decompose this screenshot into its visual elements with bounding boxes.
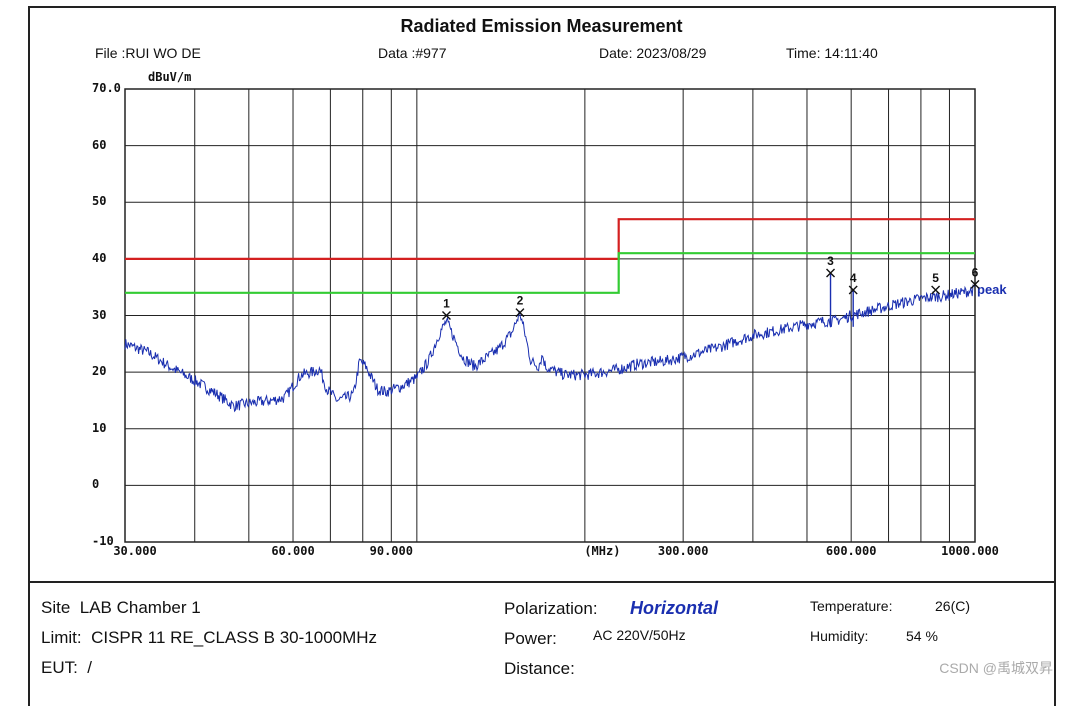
x-tick-label: 90.000: [369, 544, 413, 558]
temperature-label: Temperature:: [810, 598, 893, 614]
y-tick-label: 20: [92, 364, 107, 379]
limit-value: CISPR 11 RE_CLASS B 30-1000MHz: [91, 628, 378, 647]
x-tick-label: 60.000: [271, 544, 315, 558]
y-tick-label: 0: [92, 477, 100, 492]
margin-line: [125, 252, 975, 294]
distance-label: Distance:: [504, 659, 575, 678]
x-tick-label: 300.000: [657, 544, 709, 558]
data-id: Data :#977: [378, 45, 447, 61]
eut-value: /: [87, 658, 93, 677]
y-tick-label: 70.0: [92, 81, 121, 95]
report-title: Radiated Emission Measurement: [400, 16, 683, 36]
marker-label: 2: [517, 294, 524, 308]
marker-x: [515, 308, 525, 318]
marker-label: 4: [850, 271, 857, 285]
x-tick-label: 600.000: [825, 544, 877, 558]
site-value: LAB Chamber 1: [79, 598, 201, 617]
peak-trace: [124, 284, 976, 413]
y-tick-label: 10: [92, 420, 107, 435]
marker-label: 3: [827, 254, 834, 268]
marker-x: [441, 311, 451, 320]
humidity-label: Humidity:: [810, 628, 869, 644]
polarization-label: Polarization:: [504, 599, 598, 618]
marker-x: [970, 279, 980, 289]
x-tick-label: 30.000: [113, 544, 157, 558]
top-border: [28, 6, 1054, 8]
marker-x: [848, 285, 858, 295]
marker-label: 5: [932, 271, 939, 285]
test-date: Date: 2023/08/29: [599, 45, 707, 61]
marker-x: [826, 268, 836, 278]
test-time: Time: 14:11:40: [786, 45, 878, 61]
y-tick-label: 30: [92, 307, 107, 322]
x-tick-label: 1000.000: [941, 544, 999, 558]
y-tick-label: 50: [92, 194, 107, 209]
emission-chart: peak 1 2 3 4 5 6: [124, 88, 1007, 543]
file-name: File :RUI WO DE: [95, 45, 201, 61]
humidity-value: 54 %: [906, 628, 938, 644]
y-tick-label: -10: [92, 534, 114, 548]
watermark: CSDN @禹城双昇: [939, 660, 1053, 676]
limit-line: [125, 218, 975, 260]
polarization-value: Horizontal: [630, 598, 718, 618]
site-label: Site LAB Chamber 1: [41, 598, 201, 617]
marker-x: [931, 285, 941, 295]
x-tick-label: (MHz): [584, 544, 621, 558]
series-label-peak: peak: [977, 282, 1007, 297]
report-frame: [28, 6, 1056, 706]
power-label: Power:: [504, 629, 557, 648]
power-value: AC 220V/50Hz: [593, 627, 686, 643]
marker-label: 1: [443, 297, 450, 311]
limit-label: Limit: CISPR 11 RE_CLASS B 30-1000MHz: [41, 628, 378, 647]
y-axis-unit: dBuV/m: [148, 70, 192, 84]
eut-label: EUT: /: [41, 658, 93, 677]
y-tick-label: 60: [92, 137, 107, 152]
temperature-value: 26(C): [935, 598, 971, 614]
y-tick-label: 40: [92, 250, 107, 265]
footer-divider: [28, 581, 1054, 583]
marker-label: 6: [972, 265, 979, 279]
